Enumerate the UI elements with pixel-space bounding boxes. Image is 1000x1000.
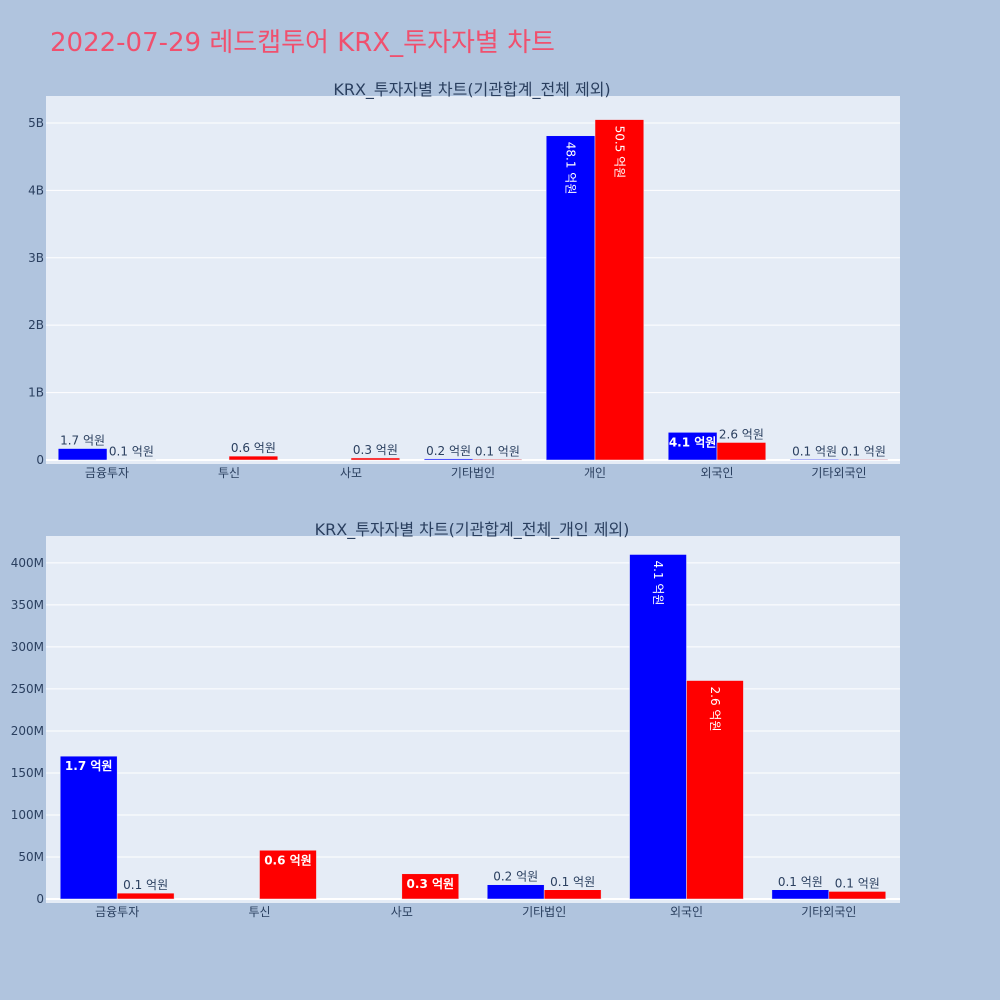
- y-tick-label: 300M: [11, 640, 44, 654]
- y-tick-label: 200M: [11, 724, 44, 738]
- x-tick-label: 외국인: [700, 466, 733, 480]
- bar-value-label: 0.1 억원: [475, 444, 520, 458]
- bar: [116, 892, 175, 900]
- y-tick-label: 1B: [28, 386, 44, 400]
- bar-value-label: 1.7 억원: [60, 434, 105, 448]
- plot-area: [46, 96, 900, 464]
- x-tick-label: 투신: [218, 466, 240, 480]
- y-tick-label: 5B: [28, 116, 44, 130]
- bar: [828, 891, 887, 900]
- bar: [259, 850, 317, 900]
- x-tick-label: 기타법인: [522, 905, 566, 919]
- bar-value-label: 48.1 억원: [564, 142, 578, 195]
- bar-value-label: 2.6 억원: [719, 427, 764, 441]
- y-tick-label: 350M: [11, 598, 44, 612]
- y-tick-label: 250M: [11, 682, 44, 696]
- page-title: 2022-07-29 레드캡투어 KRX_투자자별 차트: [50, 28, 555, 58]
- bar-value-label: 0.1 억원: [109, 445, 154, 459]
- x-tick-label: 사모: [391, 905, 413, 919]
- y-tick-label: 3B: [28, 251, 44, 265]
- bar-value-label: 0.3 억원: [407, 877, 455, 891]
- bar: [716, 442, 767, 461]
- plot-area: [46, 536, 900, 903]
- chart-bottom: 0 50M 100M 150M 200M 250M 300M 350M 400M KRX_투자자별…: [11, 520, 900, 919]
- x-tick-label: 금융투자: [85, 466, 129, 480]
- x-tick-label: 기타외국인: [811, 466, 866, 480]
- bar: [423, 458, 474, 461]
- y-tick-label: 100M: [11, 808, 44, 822]
- bar-value-label: 1.7 억원: [65, 759, 113, 773]
- chart-top: 0 1B 2B 3B 4B 5B KRX_투자자별 차트(기관합계_전체 제외) 금융투자 1.…: [28, 80, 900, 480]
- x-tick-label: 기타법인: [451, 466, 495, 480]
- bar-value-label: 0.2 억원: [426, 444, 471, 458]
- x-tick-label: 기타외국인: [801, 905, 856, 919]
- chart-title: KRX_투자자별 차트(기관합계_전체 제외): [333, 80, 610, 100]
- bar-value-label: 0.1 억원: [550, 875, 595, 889]
- bar-value-label: 2.6 억원: [708, 687, 722, 732]
- bar-value-label: 0.1 억원: [841, 444, 886, 458]
- bar: [594, 119, 645, 461]
- x-tick-label: 외국인: [670, 905, 703, 919]
- bar-value-label: 0.3 억원: [353, 443, 398, 457]
- y-tick-label: 400M: [11, 556, 44, 570]
- x-tick-label: 개인: [584, 466, 606, 480]
- chart-title: KRX_투자자별 차트(기관합계_전체_개인 제외): [315, 520, 630, 540]
- bar-value-label: 0.2 억원: [493, 870, 538, 884]
- bar: [789, 459, 840, 461]
- bar: [228, 455, 279, 461]
- bar: [771, 889, 830, 900]
- y-tick-label: 2B: [28, 318, 44, 332]
- bar: [838, 459, 889, 461]
- bar-value-label: 0.6 억원: [231, 441, 276, 455]
- x-tick-label: 금융투자: [95, 905, 139, 919]
- y-tick-label: 150M: [11, 766, 44, 780]
- bar-value-label: 0.1 억원: [835, 876, 880, 890]
- x-tick-label: 투신: [248, 905, 270, 919]
- bar-value-label: 0.1 억원: [792, 444, 837, 458]
- bar-value-label: 0.1 억원: [123, 878, 168, 892]
- bar-value-label: 0.1 억원: [778, 875, 823, 889]
- y-tick-label: 0: [36, 453, 44, 467]
- bar: [350, 457, 401, 461]
- x-tick-label: 사모: [340, 466, 362, 480]
- bar: [472, 459, 523, 461]
- bar: [543, 889, 602, 900]
- y-tick-label: 50M: [18, 850, 44, 864]
- y-tick-label: 4B: [28, 183, 44, 197]
- bar: [486, 884, 545, 900]
- bar-value-label: 4.1 억원: [651, 560, 665, 605]
- bar: [59, 755, 118, 900]
- bar: [686, 680, 744, 900]
- bar: [667, 432, 718, 461]
- bar-value-label: 50.5 억원: [612, 126, 626, 179]
- y-tick-label: 0: [36, 892, 44, 906]
- bar: [57, 448, 108, 461]
- bar: [629, 554, 687, 900]
- bar-value-label: 0.6 억원: [264, 853, 312, 867]
- bar-value-label: 4.1 억원: [669, 435, 717, 449]
- bar: [401, 873, 460, 900]
